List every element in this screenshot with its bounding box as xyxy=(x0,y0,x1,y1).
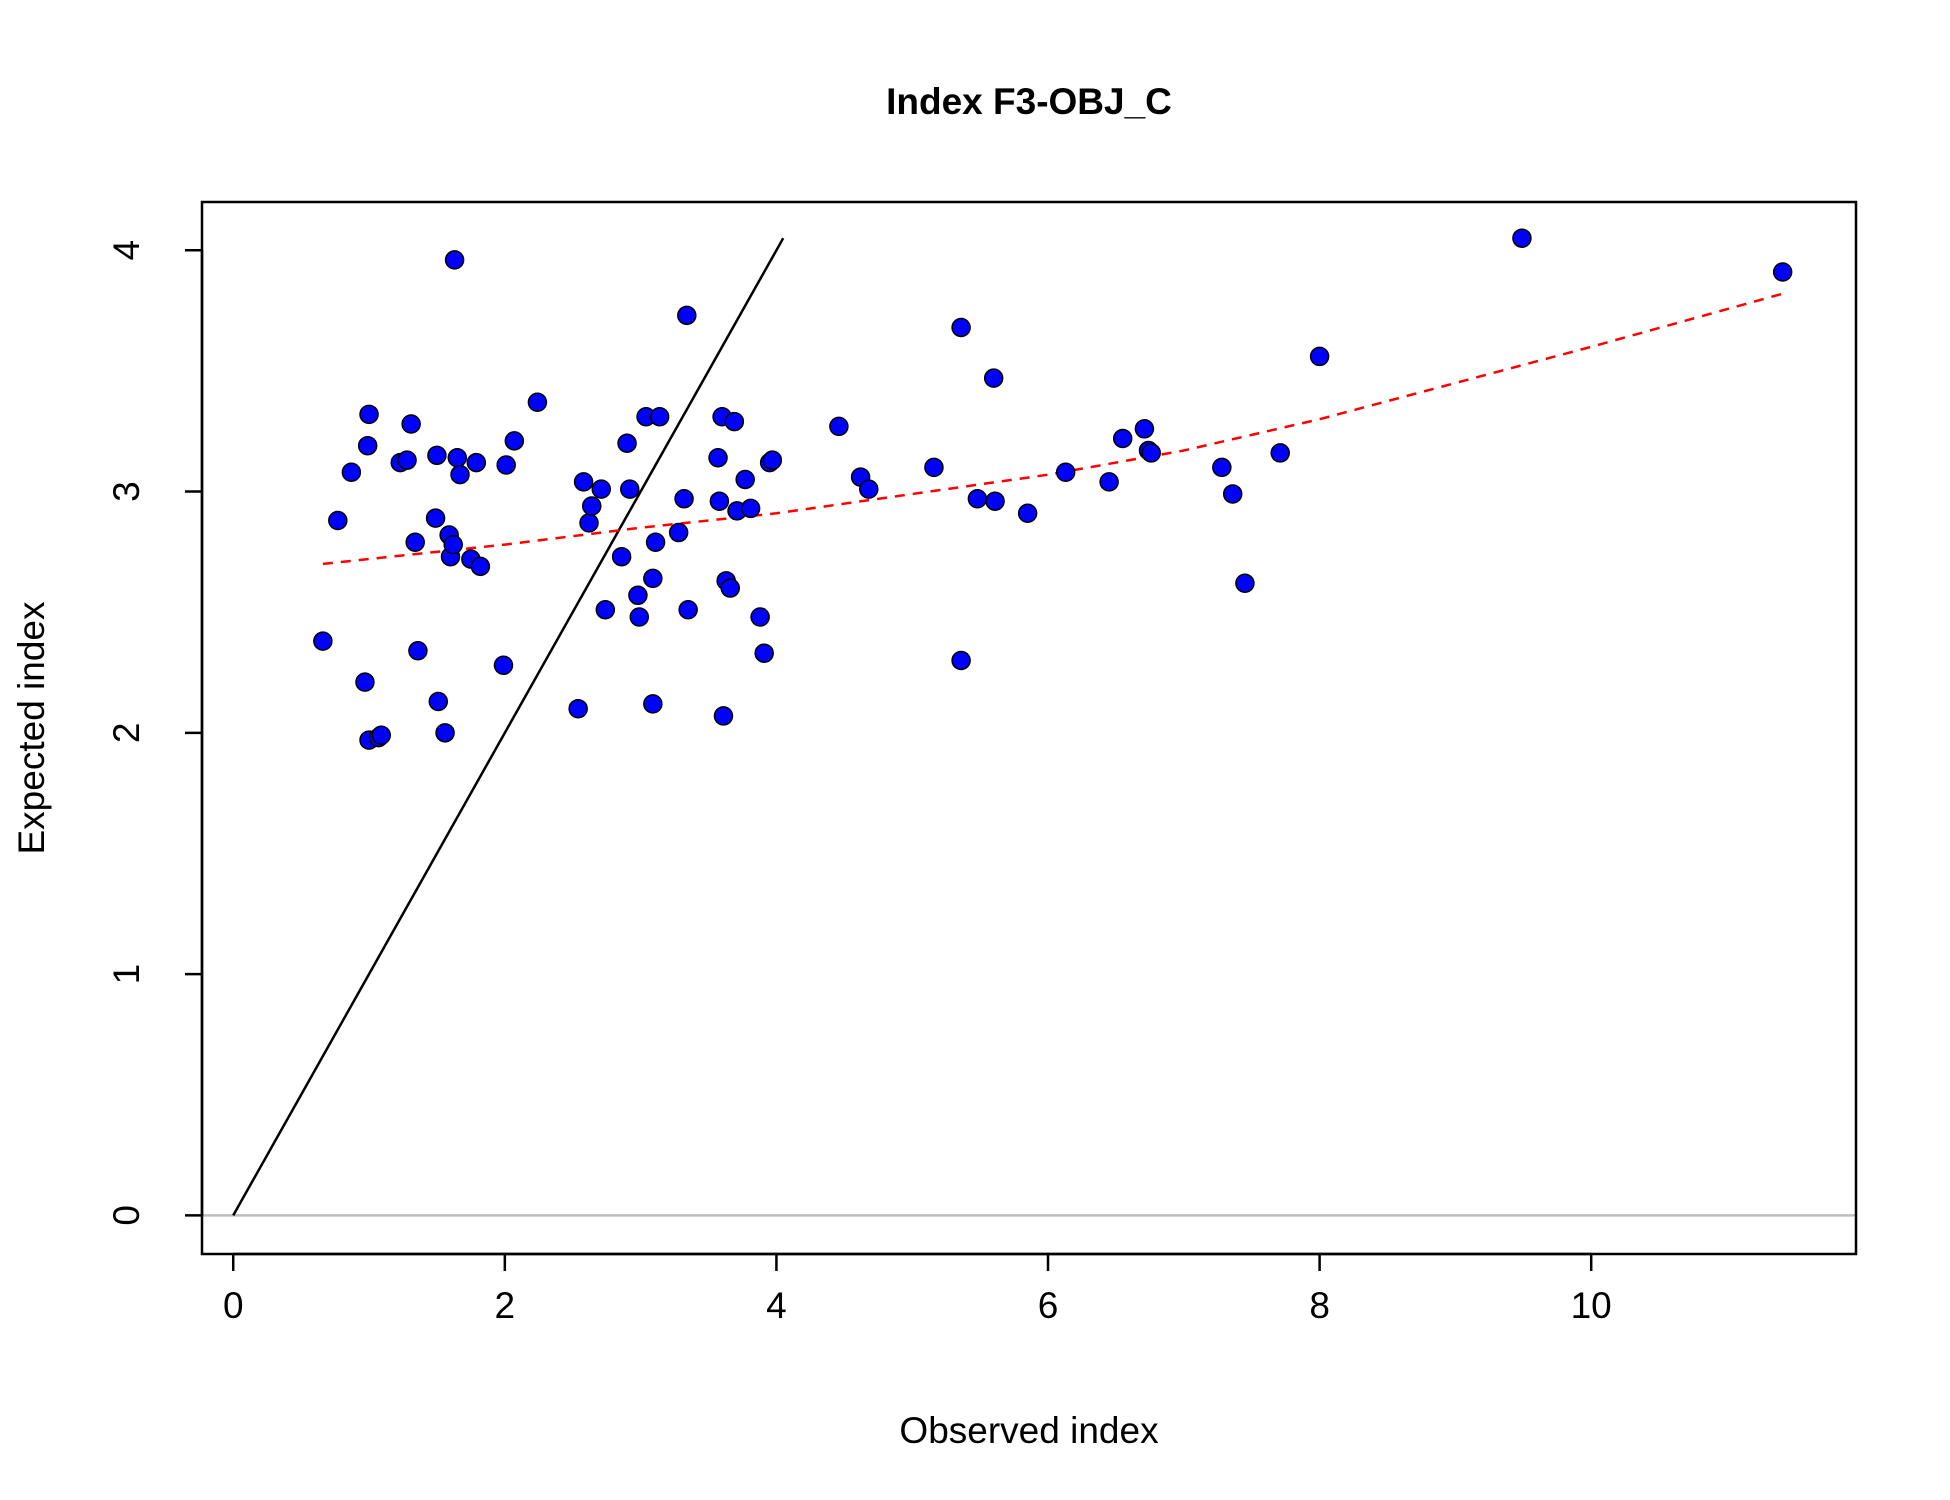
data-point xyxy=(1112,428,1133,449)
data-point xyxy=(1270,443,1290,463)
data-point xyxy=(678,600,698,620)
y-tick-label: 2 xyxy=(106,723,147,744)
data-point xyxy=(355,672,375,692)
data-point xyxy=(735,469,755,490)
data-point xyxy=(1134,419,1155,439)
data-point xyxy=(740,498,761,519)
identity-line xyxy=(232,237,785,1217)
data-point xyxy=(397,450,417,470)
data-point xyxy=(674,489,694,509)
data-point xyxy=(1512,228,1532,248)
data-point xyxy=(1055,462,1076,482)
data-point xyxy=(643,694,663,714)
data-point xyxy=(677,305,697,326)
data-point xyxy=(645,532,666,552)
data-point xyxy=(668,522,689,543)
trend-line xyxy=(322,292,1784,566)
data-point xyxy=(859,479,879,499)
data-point xyxy=(444,250,465,270)
data-point xyxy=(967,489,988,509)
data-point xyxy=(341,462,362,482)
data-point xyxy=(617,433,637,454)
x-tick-label: 2 xyxy=(495,1285,516,1326)
y-axis-title: Expected index xyxy=(11,601,52,855)
data-point xyxy=(762,450,783,470)
x-tick-label: 4 xyxy=(766,1285,787,1326)
data-point xyxy=(568,698,588,719)
data-point xyxy=(1212,457,1232,478)
data-point xyxy=(595,600,616,620)
data-point xyxy=(493,655,514,676)
data-point xyxy=(709,491,730,511)
data-point xyxy=(401,414,421,434)
data-point xyxy=(643,568,663,589)
data-point xyxy=(504,431,525,451)
data-point xyxy=(527,392,548,413)
y-tick-label: 1 xyxy=(106,964,147,985)
data-point xyxy=(466,452,487,473)
data-point xyxy=(1141,443,1161,463)
data-point xyxy=(1017,503,1038,524)
x-tick-label: 0 xyxy=(223,1285,244,1326)
y-axis: 0 1 2 3 4 xyxy=(106,240,204,1226)
data-point xyxy=(359,404,379,425)
data-point xyxy=(983,368,1004,388)
data-point xyxy=(1309,346,1330,367)
y-tick-label: 0 xyxy=(106,1205,147,1226)
x-axis-title: Observed index xyxy=(899,1410,1159,1451)
data-point xyxy=(628,585,648,606)
data-point xyxy=(649,406,670,427)
data-point xyxy=(425,508,446,528)
data-point xyxy=(447,448,468,468)
data-point xyxy=(470,556,491,577)
data-point xyxy=(591,479,611,499)
x-axis: 0 2 4 6 8 10 xyxy=(223,1252,1612,1326)
data-point xyxy=(1222,484,1243,504)
data-point xyxy=(405,532,425,552)
data-point xyxy=(951,317,971,338)
data-point xyxy=(371,725,392,745)
data-point xyxy=(1099,472,1119,492)
data-point xyxy=(328,510,348,531)
data-point xyxy=(620,479,640,499)
data-point xyxy=(829,416,849,437)
data-point xyxy=(496,455,516,475)
data-point xyxy=(708,448,728,468)
data-point xyxy=(443,534,463,555)
data-point xyxy=(951,650,971,671)
data-point xyxy=(313,631,333,651)
data-point xyxy=(720,578,740,598)
data-point xyxy=(750,607,770,627)
data-point xyxy=(611,546,632,567)
data-point xyxy=(713,706,734,726)
data-point xyxy=(357,435,378,456)
chart-title: Index F3-OBJ_C xyxy=(886,81,1172,122)
data-point xyxy=(428,691,449,712)
data-point xyxy=(573,472,594,492)
plot-area xyxy=(202,228,1856,1217)
data-point xyxy=(1772,262,1793,282)
data-point xyxy=(435,723,455,743)
data-points xyxy=(313,228,1793,750)
data-point xyxy=(629,607,650,627)
x-tick-label: 6 xyxy=(1038,1285,1059,1326)
data-point xyxy=(985,491,1005,511)
x-tick-label: 10 xyxy=(1571,1285,1612,1326)
data-point xyxy=(579,513,599,533)
data-point xyxy=(408,641,428,661)
data-point xyxy=(450,464,470,485)
data-point xyxy=(1235,573,1255,593)
data-point xyxy=(924,457,944,478)
data-point xyxy=(754,643,774,663)
y-tick-label: 4 xyxy=(106,240,147,261)
data-point xyxy=(724,411,745,432)
data-point xyxy=(581,496,602,516)
x-tick-label: 8 xyxy=(1309,1285,1330,1326)
y-tick-label: 3 xyxy=(106,481,147,502)
data-point xyxy=(427,445,447,466)
